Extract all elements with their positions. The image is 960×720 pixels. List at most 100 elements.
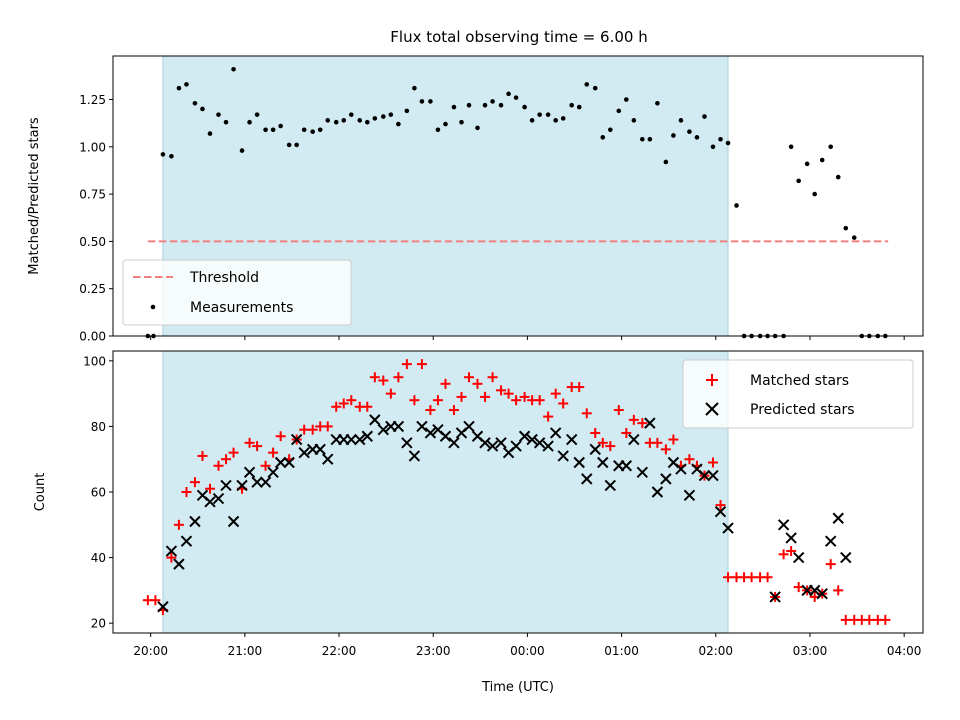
matched-star-point [213,460,224,471]
measurement-point [341,118,347,123]
top-y-tick-label: 0.00 [79,330,106,344]
bottom-x-tick-label: 03:00 [793,644,828,658]
matched-star-point [299,424,310,435]
predicted-star-point [354,433,366,446]
predicted-star-point [345,433,357,446]
predicted-star-point [298,446,310,459]
matched-star-point [543,411,554,422]
predicted-star-point [448,437,460,449]
bottom-shaded-interval [162,350,729,634]
measurement-point [804,161,810,167]
predicted-star-point [698,469,711,482]
predicted-star-point [220,479,232,492]
predicted-star-point [361,430,374,442]
predicted-star-point [290,433,303,446]
measurement-point [671,133,676,138]
measurement-point [592,85,598,91]
top-y-axis-label: Matched/Predicted stars [27,117,42,275]
measurement-point [412,85,417,91]
measurement-point [734,203,739,208]
matched-star-point [511,395,522,406]
measurement-point [428,99,433,104]
measurement-point [301,127,307,133]
matched-star-point [762,572,773,583]
matched-star-point [840,614,851,625]
bottom-x-tick-label: 20:00 [133,644,168,658]
predicted-star-point [660,473,672,485]
matched-star-point [496,385,507,396]
predicted-star-point [486,440,499,452]
top-y-tick-label: 0.75 [79,188,106,202]
measurement-point [835,174,841,180]
matched-star-point [385,388,396,399]
measurement-point [263,127,268,133]
predicted-star-point [165,545,178,557]
measurement-point [310,129,315,134]
predicted-star-point [314,443,326,456]
matched-star-point [605,441,616,452]
predicted-star-point [824,535,837,547]
top-plot-frame [112,55,924,337]
predicted-star-point [683,489,696,501]
measurement-point [725,140,731,146]
predicted-star-point [557,450,569,462]
matched-star-point [715,500,726,511]
measurements-legend-label: Measurements [190,300,293,316]
matched-star-point [880,614,891,625]
predicted-star-point [157,601,169,613]
predicted-star-point [714,505,727,518]
measurements-legend-swatch [150,304,156,310]
matched-star-point [778,549,789,560]
matched-star-point [534,395,545,406]
measurement-point [254,112,260,117]
measurement-point [490,99,495,104]
count-plot-panel: 20 40 60 80 100 20:00 21:00 22:00 23:00 00:00 01:… [33,350,924,695]
measurement-point [435,127,441,133]
measurement-point [663,159,669,165]
measurement-point [475,125,480,131]
measurement-point [569,102,574,108]
matched-star-point [684,454,695,465]
measurement-point [513,95,519,100]
measurement-point [482,102,488,108]
predicted-star-point [322,453,334,465]
predicted-star-point [785,532,797,544]
predicted-legend-swatch [705,402,719,416]
measurement-point [388,112,394,117]
measurement-point [537,112,542,117]
predicted-legend-label: Predicted stars [750,402,855,418]
matched-star-point [581,408,592,419]
predicted-star-point [377,423,390,436]
bottom-legend: Matched stars Predicted stars [682,359,914,429]
predicted-star-point [816,587,828,600]
top-y-tick-label: 1.00 [79,140,106,154]
predicted-star-point [549,427,562,439]
predicted-star-point [424,427,437,439]
matched-star-point [346,395,357,406]
measurement-point [184,82,189,87]
measurement-point [631,118,637,123]
matched-star-point [574,382,585,393]
matched-star-point [189,477,200,488]
predicted-star-point [180,535,193,547]
bottom-y-tick-label: 80 [91,420,106,434]
bottom-x-tick-label: 01:00 [604,644,639,658]
measurement-point [459,119,464,125]
measurement-point [216,112,221,117]
predicted-star-point [479,437,491,449]
matched-star-point [793,582,804,593]
measurement-point [333,119,339,125]
predicted-star-point [212,492,225,505]
bottom-y-tick-label: 60 [91,486,106,500]
measurement-point [819,157,825,163]
matched-star-point [707,457,718,468]
measurement-point [317,127,323,133]
matched-star-point [331,401,342,412]
measurement-point [192,100,198,106]
measurement-point [788,144,794,150]
matched-star-point [503,388,514,399]
measurement-point [160,152,166,157]
matched-star-point [637,418,648,429]
matched-star-point [487,372,498,383]
matched-star-point [205,483,216,494]
